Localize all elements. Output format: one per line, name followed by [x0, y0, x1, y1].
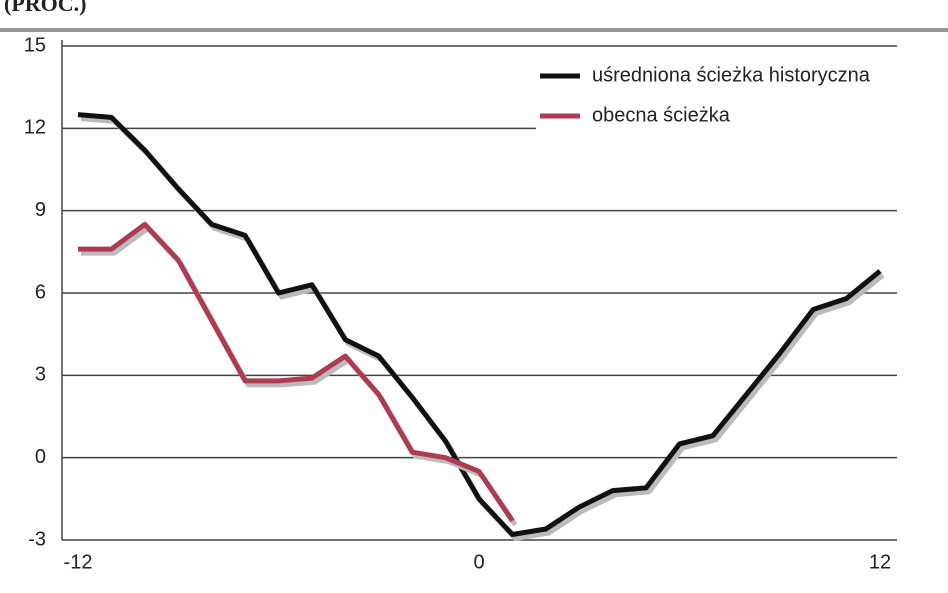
y-tick-label: 3 — [35, 364, 46, 386]
legend-box — [536, 102, 916, 132]
chart-title: (PROC.) — [4, 0, 86, 16]
y-tick-label: 15 — [24, 34, 46, 56]
line-shadow — [81, 225, 518, 527]
series-line — [78, 221, 515, 523]
series-line — [77, 112, 882, 538]
legend-box — [536, 62, 916, 92]
y-tick-label: 6 — [35, 281, 46, 303]
x-tick-label: 12 — [869, 551, 891, 573]
legend-label: uśredniona ścieżka historyczna — [592, 64, 871, 86]
y-tick-label: 0 — [35, 446, 46, 468]
x-tick-label: 0 — [473, 551, 484, 573]
legend-label: obecna ścieżka — [592, 104, 731, 126]
top-rule — [0, 28, 948, 32]
x-tick-label: -12 — [64, 551, 93, 573]
y-tick-label: -3 — [28, 528, 46, 550]
y-tick-label: 9 — [35, 199, 46, 221]
y-tick-label: 12 — [24, 117, 46, 139]
